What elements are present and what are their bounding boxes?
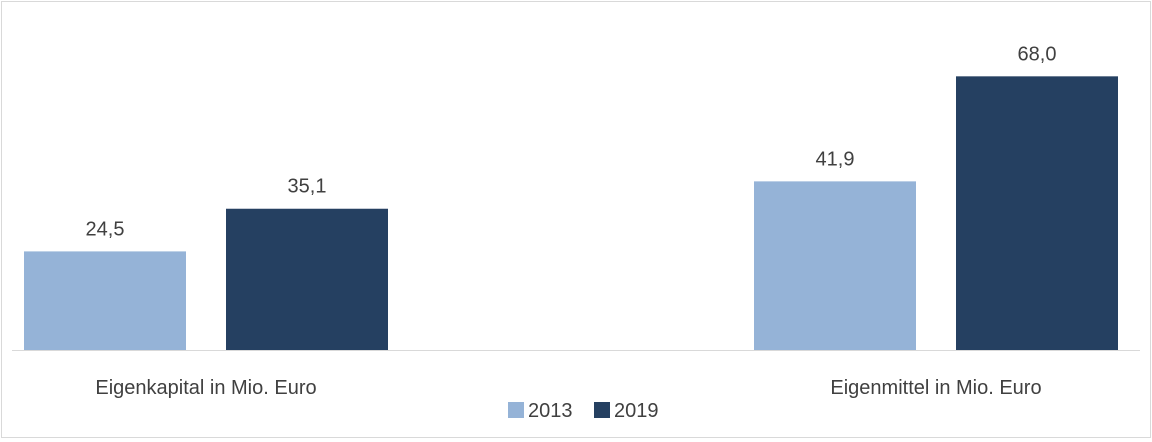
- data-label-2019-eigenmittel: 68,0: [1018, 43, 1057, 65]
- data-label-2019-eigenkapital: 35,1: [288, 176, 327, 198]
- legend: 2013 2019: [508, 400, 659, 422]
- bar-2019-eigenmittel: [956, 76, 1118, 351]
- legend-label-2013: 2013: [528, 400, 573, 422]
- bar-2013-eigenkapital: [24, 251, 186, 350]
- category-label-eigenmittel: Eigenmittel in Mio. Euro: [830, 377, 1041, 399]
- legend-label-2019: 2019: [614, 400, 659, 422]
- data-label-2013-eigenmittel: 41,9: [816, 148, 855, 170]
- bar-2019-eigenkapital: [226, 208, 388, 350]
- data-label-2013-eigenkapital: 24,5: [86, 218, 125, 240]
- category-labels-group: Eigenkapital in Mio. Euro Eigenmittel in …: [95, 377, 1041, 399]
- data-labels-group: 24,5 35,1 41,9 68,0: [86, 43, 1057, 240]
- category-label-eigenkapital: Eigenkapital in Mio. Euro: [95, 377, 316, 399]
- bars-group: [24, 76, 1118, 351]
- bar-2013-eigenmittel: [754, 181, 916, 350]
- legend-swatch-2013: [508, 402, 524, 418]
- legend-swatch-2019: [594, 402, 610, 418]
